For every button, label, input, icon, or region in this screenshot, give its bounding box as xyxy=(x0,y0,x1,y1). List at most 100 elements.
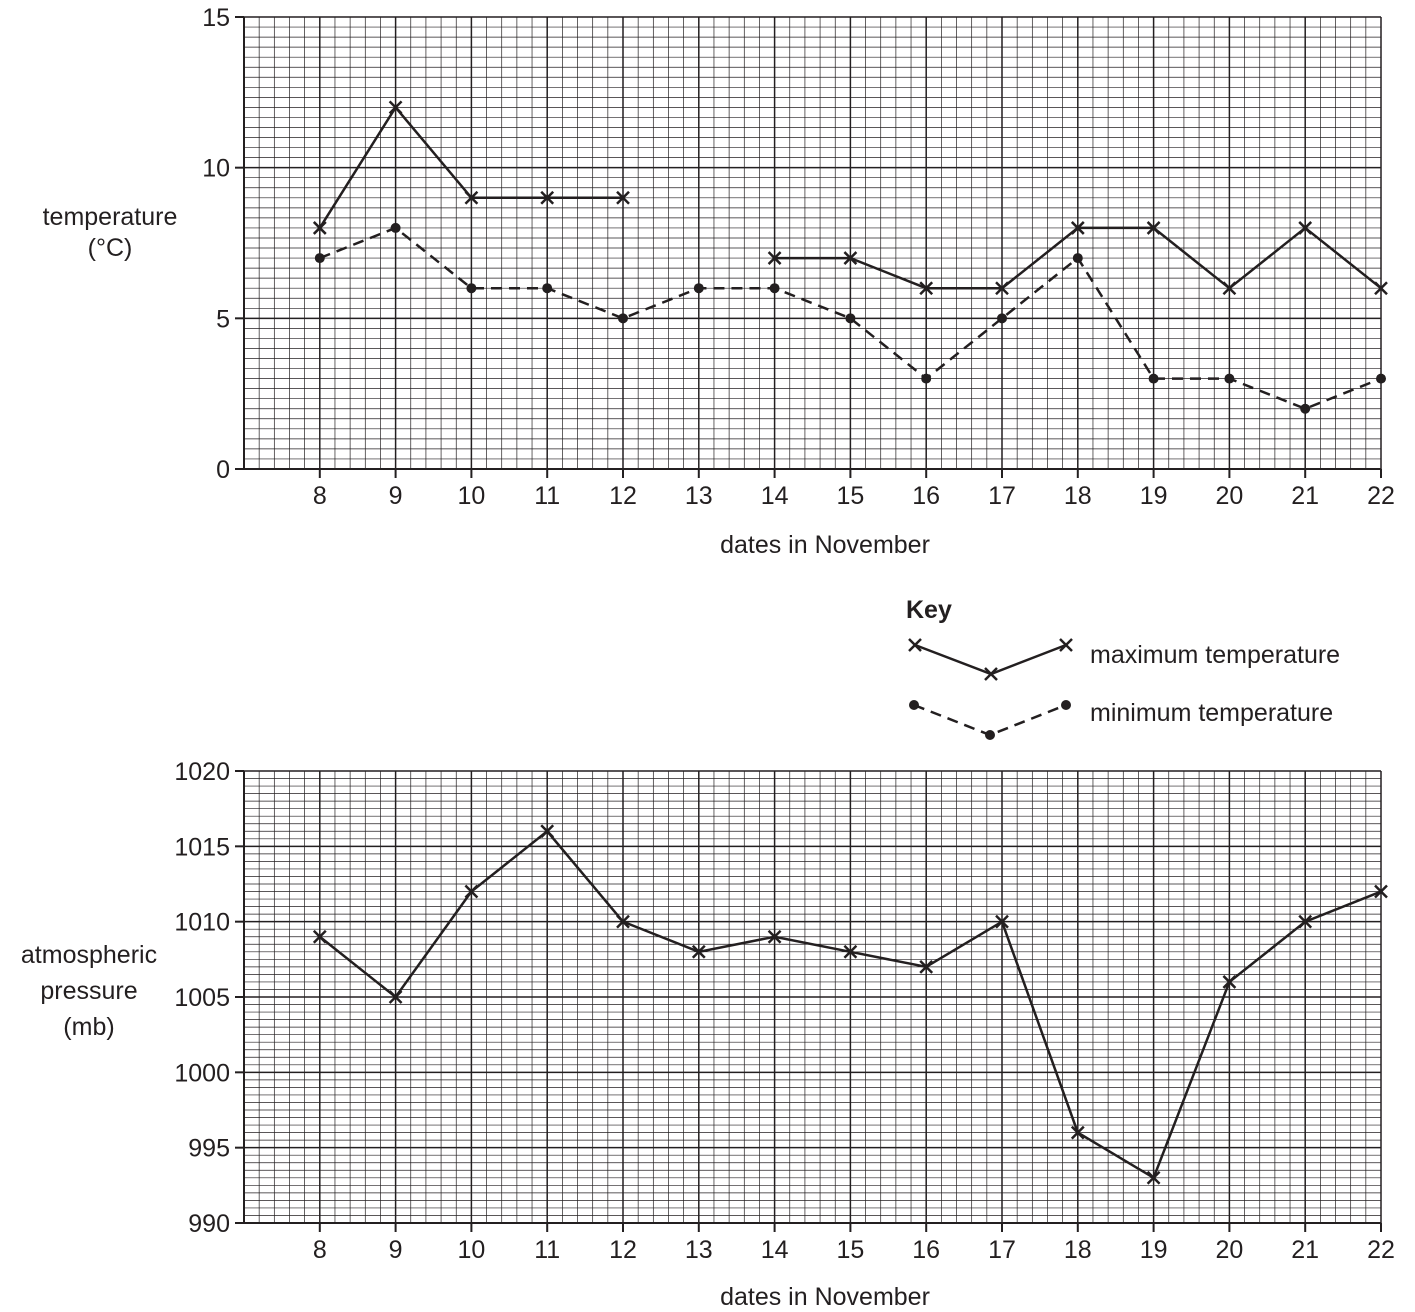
pressure-point-21 xyxy=(1298,914,1313,929)
maximum-temperature-point-stroke xyxy=(616,190,630,205)
minimum-temperature-point-17 xyxy=(997,313,1007,324)
pressure-point-stroke xyxy=(1070,1125,1085,1140)
maximum-temperature-point-stroke xyxy=(767,251,782,265)
temperature-x-axis-label: dates in November xyxy=(720,531,930,559)
pressure-x-axis-label: dates in November xyxy=(720,1283,930,1311)
pressure-y-tick-label: 1000 xyxy=(174,1059,230,1087)
pressure-series xyxy=(312,824,1388,1185)
pressure-x-tick-label: 17 xyxy=(988,1236,1016,1264)
legend-entry-maximum-temperature: maximum temperature xyxy=(908,638,1340,681)
temperature-y-axis-label-line-2: (°C) xyxy=(88,234,133,262)
pressure-point-stroke xyxy=(616,914,630,929)
pressure-x-tick-label: 15 xyxy=(836,1236,864,1264)
temperature-x-tick-label: 12 xyxy=(609,482,637,510)
pressure-x-tick-label: 9 xyxy=(389,1236,403,1264)
pressure-x-tick-label: 19 xyxy=(1140,1236,1168,1264)
pressure-point-stroke xyxy=(691,944,706,959)
temperature-x-tick-label: 8 xyxy=(313,482,327,510)
maximum-temperature-point-stroke xyxy=(388,100,403,115)
pressure-point-stroke xyxy=(1146,1170,1161,1185)
pressure-chart: 990 995 1000 1005 1010 1015 1020 8 9 10 11 12 13 14 15… xyxy=(21,758,1395,1311)
legend-min-marker-2 xyxy=(985,730,995,740)
pressure-x-tick-label: 14 xyxy=(761,1236,789,1264)
pressure-point-stroke xyxy=(843,944,858,959)
pressure-x-tick-label: 22 xyxy=(1367,1236,1395,1264)
pressure-x-tick-label: 21 xyxy=(1291,1236,1319,1264)
pressure-point-10 xyxy=(464,884,479,899)
maximum-temperature-point-stroke xyxy=(1146,221,1161,235)
temperature-y-tick-label: 0 xyxy=(216,456,230,484)
legend-label-minimum-temperature: minimum temperature xyxy=(1090,699,1333,727)
pressure-y-tick-label: 1010 xyxy=(174,909,230,937)
temperature-y-axis-label-line-1: temperature xyxy=(43,203,178,231)
pressure-x-tick-label: 12 xyxy=(609,1236,637,1264)
legend-entry-minimum-temperature: minimum temperature xyxy=(909,699,1333,740)
minimum-temperature-point-11 xyxy=(542,283,553,294)
minimum-temperature-point-15 xyxy=(845,313,856,324)
minimum-temperature-point-18 xyxy=(1072,253,1083,264)
minimum-temperature-point-14 xyxy=(769,283,780,294)
pressure-y-tick-label: 1015 xyxy=(174,833,230,861)
pressure-point-22 xyxy=(1374,884,1388,899)
pressure-point-14 xyxy=(767,929,782,944)
pressure-point-stroke xyxy=(995,914,1009,929)
maximum-temperature-point-12 xyxy=(616,190,630,205)
pressure-point-16 xyxy=(919,959,934,974)
pressure-point-19 xyxy=(1146,1170,1161,1185)
pressure-y-tick-label: 1020 xyxy=(174,758,230,786)
legend-title: Key xyxy=(906,596,952,624)
pressure-point-13 xyxy=(691,944,706,959)
temperature-x-tick-label: 9 xyxy=(389,482,403,510)
pressure-x-tick-label: 18 xyxy=(1064,1236,1092,1264)
minimum-temperature-point-21 xyxy=(1300,403,1311,414)
maximum-temperature-point-stroke xyxy=(464,190,479,205)
pressure-y-tick-label: 990 xyxy=(188,1210,230,1238)
pressure-point-stroke xyxy=(1222,975,1237,989)
legend-max-marker-3 xyxy=(1059,638,1073,652)
pressure-x-tick-label: 20 xyxy=(1215,1236,1243,1264)
maximum-temperature-point-18 xyxy=(1070,221,1085,235)
temperature-y-tick-label: 5 xyxy=(216,305,230,333)
maximum-temperature-point-stroke xyxy=(312,221,327,235)
pressure-point-stroke xyxy=(540,824,555,839)
maximum-temperature-point-stroke xyxy=(1374,281,1388,296)
pressure-ticks: 990 995 1000 1005 1010 1015 1020 8 9 10 11 12 13 14 15… xyxy=(174,758,1395,1264)
pressure-point-stroke xyxy=(388,990,403,1004)
legend-max-marker-1 xyxy=(908,638,922,652)
pressure-y-axis-label-line-1: atmospheric xyxy=(21,941,157,969)
temperature-y-tick-label: 15 xyxy=(202,4,230,32)
maximum-temperature-point-22 xyxy=(1374,281,1388,296)
pressure-point-9 xyxy=(388,990,403,1004)
pressure-point-stroke xyxy=(1374,884,1388,899)
pressure-point-17 xyxy=(995,914,1009,929)
legend-min-marker-1 xyxy=(909,700,919,710)
legend-max-marker-2 xyxy=(984,667,998,681)
temperature-x-tick-label: 21 xyxy=(1291,482,1319,510)
minimum-temperature-point-19 xyxy=(1148,373,1159,384)
maximum-temperature-point-stroke xyxy=(1222,281,1237,296)
maximum-temperature-point-16 xyxy=(919,281,934,296)
minimum-temperature-point-20 xyxy=(1224,373,1235,384)
temperature-grid xyxy=(243,16,1382,470)
temperature-y-tick-label: 10 xyxy=(202,155,230,183)
maximum-temperature-point-15 xyxy=(843,251,858,265)
legend-min-marker-3 xyxy=(1061,700,1071,710)
maximum-temperature-point-stroke xyxy=(1298,221,1313,235)
temperature-x-tick-label: 14 xyxy=(761,482,789,510)
minimum-temperature-point-12 xyxy=(618,313,628,324)
pressure-y-tick-label: 1005 xyxy=(174,984,230,1012)
temperature-x-tick-label: 17 xyxy=(988,482,1016,510)
temperature-x-tick-label: 18 xyxy=(1064,482,1092,510)
maximum-temperature-point-21 xyxy=(1298,221,1313,235)
maximum-temperature-point-19 xyxy=(1146,221,1161,235)
pressure-point-12 xyxy=(616,914,630,929)
maximum-temperature-point-stroke xyxy=(995,281,1009,296)
pressure-point-stroke xyxy=(919,959,934,974)
maximum-temperature-point-14 xyxy=(767,251,782,265)
maximum-temperature-point-stroke xyxy=(540,190,555,205)
pressure-y-axis-label-line-2: pressure xyxy=(40,977,137,1005)
legend: Key maximum temperature minimum temperat… xyxy=(906,596,1340,740)
maximum-temperature-point-stroke xyxy=(843,251,858,265)
minimum-temperature-point-22 xyxy=(1376,373,1386,384)
